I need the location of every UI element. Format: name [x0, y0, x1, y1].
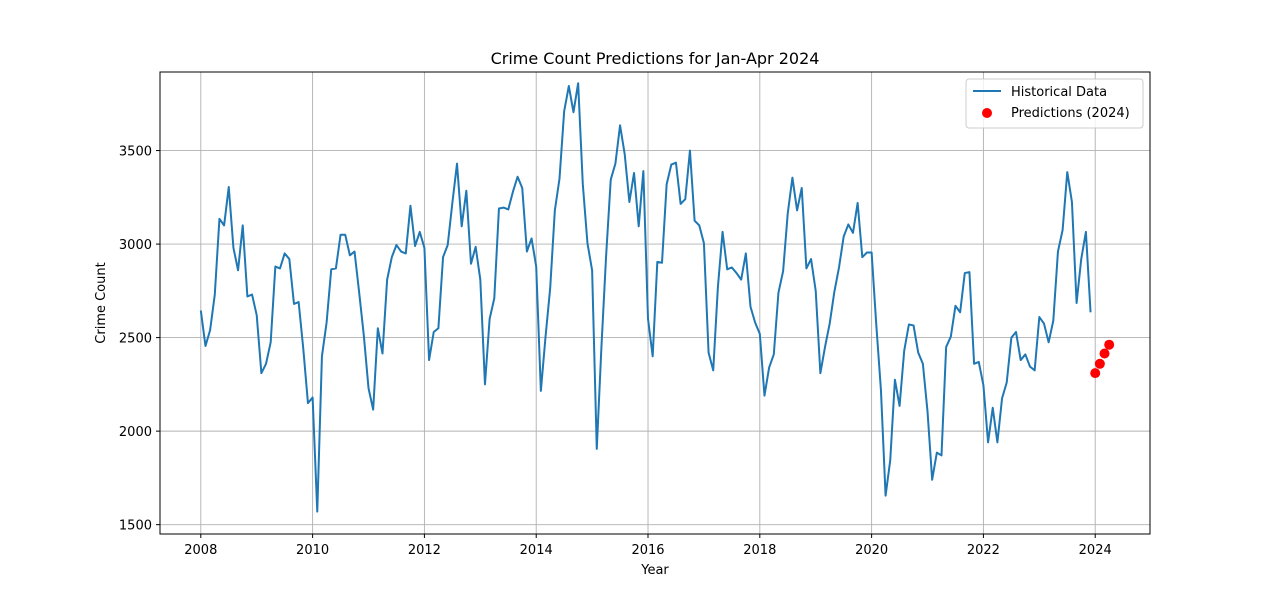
prediction-point: [1090, 368, 1101, 379]
historical-data-line: [199, 82, 1092, 513]
y-tick-label: 3500: [119, 145, 152, 160]
ticks: 2008 2010 2012 2014 2016 2018 2020 2022 2024 1500…: [119, 145, 1112, 558]
y-tick-label: 2000: [119, 425, 152, 440]
legend-label-predictions: Predictions (2024): [1011, 106, 1130, 121]
grid: [160, 72, 1150, 534]
x-tick-label: 2022: [967, 543, 1000, 558]
x-axis-label: Year: [640, 563, 669, 578]
prediction-point: [1104, 339, 1115, 350]
x-tick-label: 2018: [743, 543, 776, 558]
legend: Historical Data Predictions (2024): [965, 78, 1144, 129]
plot-frame: [159, 71, 1151, 535]
prediction-point: [1094, 358, 1105, 369]
y-tick-label: 2500: [119, 332, 152, 347]
legend-label-historical: Historical Data: [1011, 85, 1107, 100]
x-tick-label: 2020: [855, 543, 888, 558]
legend-box: [965, 78, 1144, 129]
x-tick-label: 2014: [520, 543, 553, 558]
y-axis-label: Crime Count: [94, 262, 109, 343]
x-tick-label: 2008: [184, 543, 217, 558]
prediction-point: [1099, 348, 1110, 359]
x-tick-label: 2010: [296, 543, 329, 558]
legend-dot-swatch: [982, 108, 992, 118]
y-tick-label: 3000: [119, 238, 152, 253]
x-tick-label: 2016: [631, 543, 664, 558]
chart-title: Crime Count Predictions for Jan-Apr 2024: [491, 49, 820, 68]
x-tick-label: 2012: [408, 543, 441, 558]
y-tick-label: 1500: [119, 519, 152, 534]
x-tick-label: 2024: [1079, 543, 1112, 558]
series-layer: [199, 82, 1115, 513]
